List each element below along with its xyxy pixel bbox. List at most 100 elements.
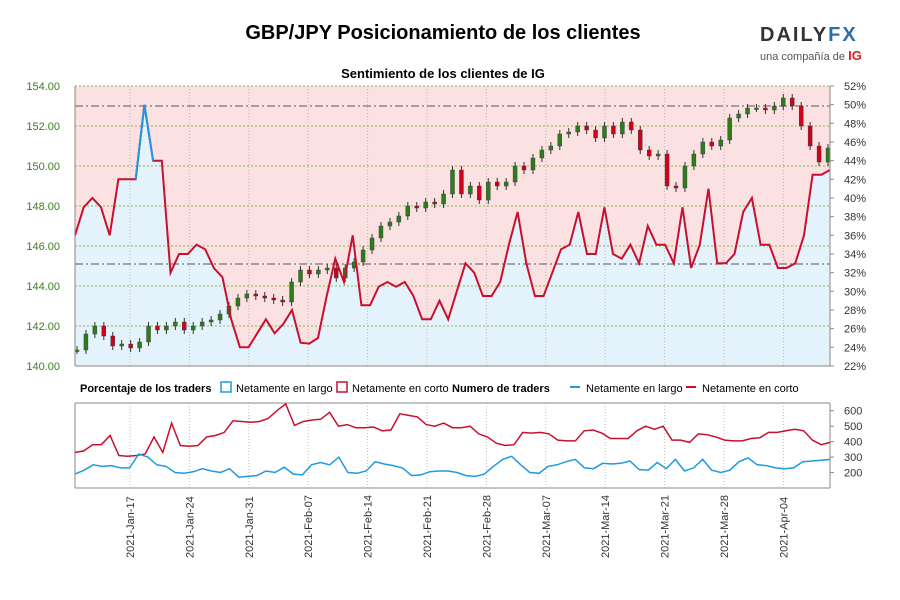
price-candle: [611, 125, 616, 135]
price-candle: [477, 185, 482, 201]
pct-tick-label: 44%: [844, 156, 866, 168]
pct-tick-label: 48%: [844, 118, 866, 130]
x-tick-label: 2021-Feb-28: [481, 495, 493, 558]
price-candle: [790, 97, 795, 107]
price-tick-label: 146.00: [26, 241, 60, 253]
net-long-traders-line: [74, 453, 831, 478]
chart-title: GBP/JPY Posicionamiento de los clientes: [245, 22, 641, 44]
x-tick-label: 2021-Apr-04: [778, 497, 790, 558]
price-candle: [575, 125, 580, 133]
price-candle: [521, 165, 527, 171]
price-candle: [432, 201, 437, 205]
price-candle: [781, 97, 786, 107]
price-candle: [503, 181, 509, 187]
price-candle: [700, 141, 706, 155]
x-tick-label: 2021-Feb-07: [303, 495, 315, 558]
price-candle: [298, 269, 303, 283]
price-candle: [396, 215, 402, 223]
price-candle: [566, 131, 571, 135]
price-tick-label: 142.00: [26, 321, 60, 333]
legend-long-label: Netamente en largo: [236, 383, 333, 395]
price-candle: [450, 169, 455, 195]
price-candle: [92, 325, 98, 335]
price-candle: [468, 185, 473, 195]
price-candle: [816, 145, 822, 163]
pct-tick-label: 50%: [844, 100, 866, 112]
legend-long-swatch: [220, 381, 232, 393]
price-candle: [119, 343, 124, 347]
pct-tick-label: 52%: [844, 81, 866, 93]
price-candle: [727, 117, 732, 141]
price-candle: [307, 269, 312, 275]
price-candle: [369, 237, 375, 251]
pct-tick-label: 34%: [844, 249, 866, 261]
price-candle: [289, 281, 294, 303]
legend-traders-title: Numero de traders: [452, 383, 550, 395]
legend-traders-long-label: Netamente en largo: [586, 383, 683, 395]
net-short-traders-line: [74, 402, 831, 458]
price-candle: [763, 107, 768, 111]
price-candle: [557, 133, 562, 147]
net-short-pct-line: [74, 104, 831, 349]
x-tick-label: 2021-Mar-28: [719, 495, 731, 558]
net-long-pct-line: [134, 104, 155, 180]
legend-traders-short-label: Netamente en corto: [702, 383, 799, 395]
legend-pct-title: Porcentaje de los traders: [80, 383, 211, 395]
traders-tick-label: 500: [844, 421, 862, 433]
price-candle: [673, 185, 679, 189]
price-candle: [691, 153, 697, 167]
traders-tick-label: 600: [844, 406, 862, 418]
traders-tick-label: 300: [844, 452, 862, 464]
price-candle: [512, 165, 518, 183]
pct-tick-label: 42%: [844, 174, 866, 186]
price-candle: [253, 293, 259, 297]
price-candle: [718, 139, 723, 147]
price-candle: [316, 269, 321, 275]
x-tick-label: 2021-Jan-24: [184, 496, 196, 558]
price-candle: [682, 165, 688, 189]
price-candle: [146, 325, 151, 343]
price-candle: [83, 333, 89, 351]
logo-brand: DAILYFX: [760, 24, 866, 47]
price-candle: [754, 107, 759, 110]
price-tick-label: 148.00: [26, 201, 60, 213]
price-candle: [798, 105, 804, 127]
pct-tick-label: 30%: [844, 286, 866, 298]
price-candle: [459, 169, 464, 195]
chart-subtitle: Sentimiento de los clientes de IG: [341, 66, 545, 81]
price-candle: [164, 325, 169, 331]
price-candle: [405, 205, 410, 217]
price-candle: [217, 313, 223, 321]
x-tick-label: 2021-Mar-14: [600, 495, 612, 558]
pct-tick-label: 38%: [844, 212, 866, 224]
x-tick-label: 2021-Feb-21: [422, 495, 434, 558]
logo-tagline-text: una compañía de: [760, 51, 846, 63]
x-tick-label: 2021-Mar-21: [660, 495, 672, 558]
price-candle: [638, 129, 643, 151]
price-candle: [155, 325, 160, 331]
price-candle: [593, 129, 598, 139]
price-candle: [709, 141, 714, 147]
price-candle: [736, 113, 741, 119]
price-candle: [825, 147, 831, 163]
pct-tick-label: 36%: [844, 230, 866, 242]
price-candle: [486, 181, 491, 201]
price-candle: [191, 325, 196, 331]
dailyfx-logo: DAILYFX una compañía de IG: [760, 24, 866, 63]
price-tick-label: 150.00: [26, 161, 60, 173]
pct-tick-label: 22%: [844, 361, 866, 373]
price-candle: [584, 125, 589, 131]
pct-tick-label: 46%: [844, 137, 866, 149]
price-candle: [137, 341, 142, 349]
price-candle: [74, 349, 80, 352]
legend-short-swatch: [336, 381, 348, 393]
price-candle: [629, 121, 634, 131]
pct-tick-label: 26%: [844, 324, 866, 336]
price-candle: [378, 225, 384, 239]
price-candle: [173, 321, 178, 327]
price-candle: [325, 267, 330, 271]
price-candle: [387, 221, 393, 227]
price-candle: [414, 205, 419, 209]
logo-brand-fx: FX: [828, 24, 858, 46]
